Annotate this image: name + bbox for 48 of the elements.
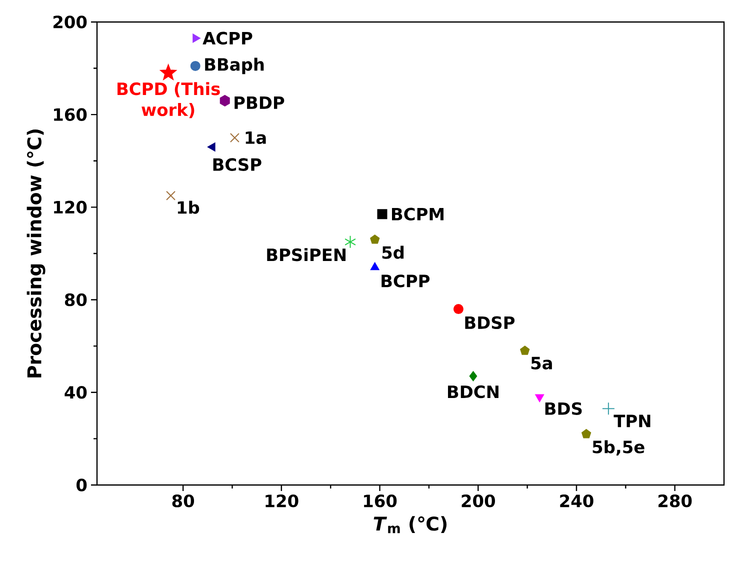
- y-tick-label: 80: [64, 293, 87, 306]
- point: [370, 234, 380, 244]
- point: [160, 64, 176, 80]
- annotation: BDCN: [448, 385, 498, 398]
- x-tick-label: 120: [266, 494, 298, 508]
- x-tick-label: 160: [364, 494, 397, 508]
- annotation: BCPD (This work): [118, 82, 220, 118]
- annotation: BPSiPEN: [267, 248, 346, 262]
- y-tick-label: 120: [54, 200, 87, 214]
- point: [192, 34, 200, 43]
- x-axis-title: T$_{m}$ (℃): [374, 516, 447, 534]
- annotation: TPN: [614, 414, 650, 428]
- point: [230, 132, 240, 142]
- annotation: BDS: [545, 402, 582, 416]
- point: [166, 190, 176, 200]
- point: [582, 429, 592, 438]
- y-tick-label: 200: [53, 16, 87, 28]
- annotation: ACPP: [202, 32, 252, 45]
- x-tick-label: 280: [658, 494, 692, 508]
- annotation: PBDP: [234, 96, 284, 109]
- annotation: BCSP: [213, 158, 262, 171]
- y-tick-label: 40: [64, 386, 87, 399]
- x-tick-label: 240: [560, 494, 594, 508]
- annotation: 5d: [382, 246, 404, 259]
- point: [370, 262, 380, 270]
- annotation: 1b: [178, 200, 200, 214]
- y-tick-label: 0: [76, 478, 87, 492]
- x-tick-label: 80: [172, 494, 194, 508]
- x-tick-label: 200: [462, 494, 495, 508]
- point: [520, 346, 530, 355]
- annotation: BDSP: [465, 316, 515, 330]
- point: [344, 235, 356, 248]
- point: [535, 394, 544, 402]
- annotation: 1a: [246, 131, 266, 144]
- point: [453, 304, 464, 314]
- point: [208, 142, 216, 152]
- point: [190, 60, 200, 71]
- point: [469, 371, 478, 382]
- y-tick-label: 160: [54, 108, 87, 121]
- annotation: BCPP: [382, 274, 430, 288]
- annotation: BBaph: [205, 58, 264, 74]
- annotation: BCPM: [392, 208, 444, 221]
- point: [602, 402, 615, 416]
- annotation: 5b,5e: [592, 440, 644, 456]
- point: [377, 209, 388, 220]
- annotation: 5a: [531, 356, 552, 370]
- point: [220, 94, 230, 106]
- y-axis-title: Processing window (℃): [26, 130, 46, 378]
